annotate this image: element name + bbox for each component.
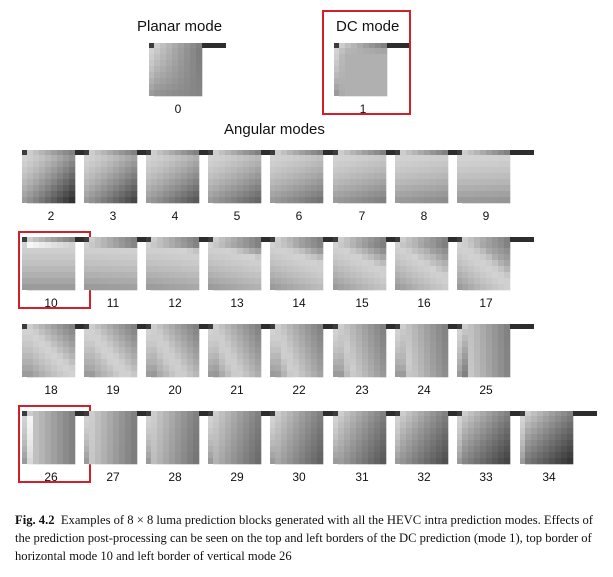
mode-label-32: 32 [417,470,431,484]
mode-label-17: 17 [479,296,493,310]
planar-mode-heading: Planar mode [137,18,223,35]
mode-label-2: 2 [47,209,55,223]
prediction-block-mode-26 [22,411,99,465]
prediction-block-mode-3 [84,150,161,204]
prediction-block-mode-16 [395,237,472,291]
prediction-block-mode-23 [333,324,410,378]
prediction-block-mode-0 [149,43,226,97]
mode-label-10: 10 [44,296,58,310]
mode-label-23: 23 [355,383,369,397]
prediction-block-mode-15 [333,237,410,291]
prediction-block-mode-25 [457,324,534,378]
highlight-box-mode-10 [18,231,91,309]
mode-label-14: 14 [292,296,306,310]
mode-label-8: 8 [420,209,428,223]
mode-label-15: 15 [355,296,369,310]
dc-mode-heading: DC mode [336,18,400,35]
figure-caption: Fig. 4.2 Examples of 8 × 8 luma predicti… [15,511,600,565]
mode-label-34: 34 [542,470,556,484]
prediction-block-mode-17 [457,237,534,291]
caption-text: Examples of 8 × 8 luma prediction blocks… [15,513,593,563]
prediction-block-mode-34 [520,411,597,465]
mode-label-19: 19 [106,383,120,397]
mode-label-12: 12 [168,296,182,310]
mode-label-24: 24 [417,383,431,397]
prediction-block-mode-13 [208,237,285,291]
mode-label-29: 29 [230,470,244,484]
mode-label-11: 11 [106,296,120,310]
prediction-block-mode-19 [84,324,161,378]
mode-label-28: 28 [168,470,182,484]
prediction-block-mode-22 [270,324,347,378]
prediction-block-mode-24 [395,324,472,378]
prediction-block-mode-11 [84,237,161,291]
prediction-block-mode-14 [270,237,347,291]
mode-label-13: 13 [230,296,244,310]
mode-label-5: 5 [233,209,241,223]
prediction-block-mode-31 [333,411,410,465]
prediction-block-mode-4 [146,150,223,204]
prediction-block-mode-8 [395,150,472,204]
mode-label-4: 4 [171,209,179,223]
mode-label-3: 3 [109,209,117,223]
mode-label-30: 30 [292,470,306,484]
prediction-block-mode-18 [22,324,99,378]
mode-label-25: 25 [479,383,493,397]
prediction-block-mode-21 [208,324,285,378]
mode-label-7: 7 [358,209,366,223]
prediction-block-mode-12 [146,237,223,291]
mode-label-22: 22 [292,383,306,397]
prediction-block-mode-29 [208,411,285,465]
prediction-block-mode-2 [22,150,99,204]
mode-label-1: 1 [359,102,367,116]
mode-label-20: 20 [168,383,182,397]
prediction-block-mode-10 [22,237,99,291]
mode-label-16: 16 [417,296,431,310]
mode-label-6: 6 [295,209,303,223]
highlight-box-mode-26 [18,405,91,483]
caption-label: Fig. 4.2 [15,513,55,527]
prediction-block-mode-9 [457,150,534,204]
prediction-block-mode-27 [84,411,161,465]
mode-label-33: 33 [479,470,493,484]
mode-label-18: 18 [44,383,58,397]
mode-label-31: 31 [355,470,369,484]
prediction-block-mode-7 [333,150,410,204]
highlight-box-mode-1 [322,10,411,115]
prediction-block-mode-32 [395,411,472,465]
mode-label-26: 26 [44,470,58,484]
mode-label-27: 27 [106,470,120,484]
prediction-block-mode-30 [270,411,347,465]
mode-label-21: 21 [230,383,244,397]
prediction-block-mode-28 [146,411,223,465]
prediction-block-mode-1 [334,43,411,97]
mode-label-9: 9 [482,209,490,223]
prediction-block-mode-20 [146,324,223,378]
prediction-block-mode-5 [208,150,285,204]
angular-modes-heading: Angular modes [224,121,325,138]
mode-label-0: 0 [174,102,182,116]
